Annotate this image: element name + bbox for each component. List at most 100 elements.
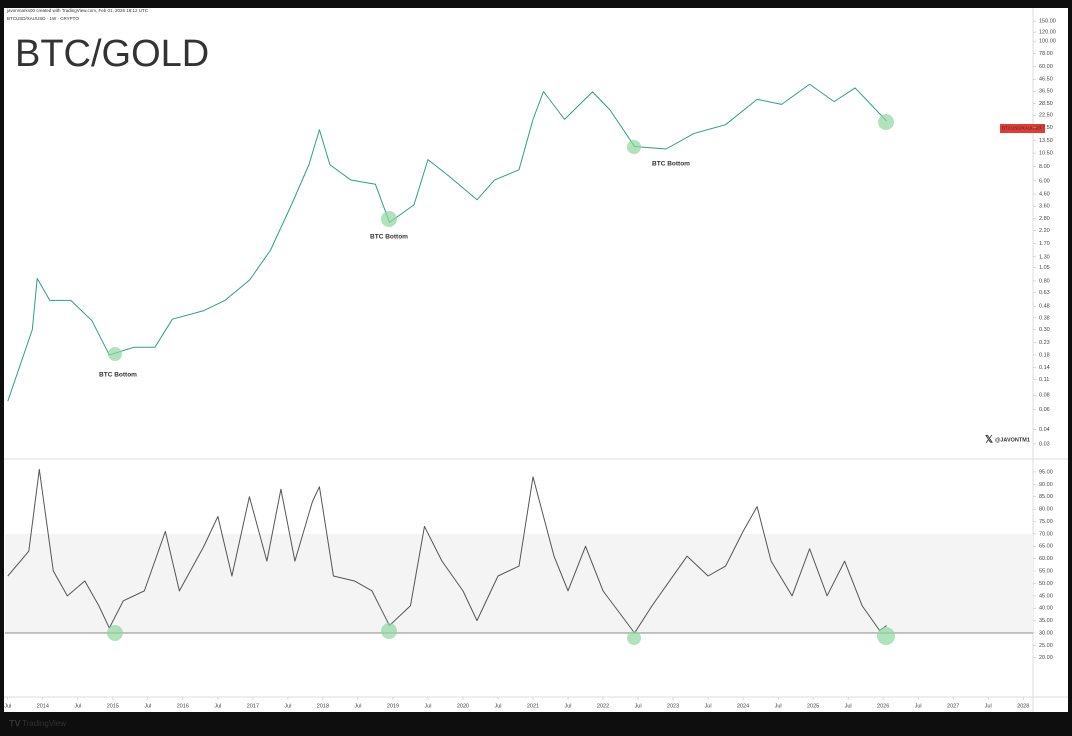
highlight-circle <box>108 347 122 361</box>
brand: TradingView <box>22 719 66 728</box>
y-tick-label: 3.60 <box>1039 204 1050 210</box>
price-tag <box>1000 124 1045 133</box>
x-tick-label: 2021 <box>527 703 539 709</box>
series-line <box>7 468 887 634</box>
y-tick-label: 100.00 <box>1039 39 1056 45</box>
y-tick-label: 0.23 <box>1039 340 1050 346</box>
y-tick-label: 0.14 <box>1039 365 1050 371</box>
y-tick-label: 55.00 <box>1039 568 1053 574</box>
x-tick-label: 2023 <box>667 703 679 709</box>
y-tick-label: 90.00 <box>1039 482 1053 488</box>
rsi-band <box>5 533 1033 633</box>
y-tick-label: 36.50 <box>1039 89 1053 95</box>
x-tick-label: 2017 <box>247 703 259 709</box>
y-tick-label: 2.80 <box>1039 216 1050 222</box>
highlight-circle <box>877 627 895 645</box>
y-tick-label: 70.00 <box>1039 531 1053 537</box>
x-tick-label: 2019 <box>387 703 399 709</box>
y-tick-label: 75.00 <box>1039 519 1053 525</box>
y-tick-label: 1.30 <box>1039 254 1050 260</box>
annotation: BTC Bottom <box>652 161 690 168</box>
x-tick-label: 2024 <box>737 703 749 709</box>
y-tick-label: 46.50 <box>1039 77 1053 83</box>
x-tick-label: 2027 <box>947 703 959 709</box>
y-tick-label: 0.03 <box>1039 441 1050 447</box>
x-tick-label: Jul <box>354 703 361 709</box>
x-tick-label: Jul <box>775 703 782 709</box>
y-tick-label: 65.00 <box>1039 544 1053 550</box>
y-tick-label: 120.00 <box>1039 30 1056 36</box>
x-tick-label: 2025 <box>807 703 819 709</box>
highlights <box>107 114 895 645</box>
y-tick-label: 40.00 <box>1039 606 1053 612</box>
y-tick-label: 0.30 <box>1039 327 1050 333</box>
y-tick-label: 95.00 <box>1039 469 1053 475</box>
x-tick-label: Jul <box>74 703 81 709</box>
y-tick-label: 0.18 <box>1039 352 1050 358</box>
x-tick-label: Jul <box>144 703 151 709</box>
y-tick-label: 0.48 <box>1039 304 1050 310</box>
brand-logo: TV <box>9 718 21 728</box>
y-tick-label: 6.00 <box>1039 178 1050 184</box>
y-tick-label: 10.50 <box>1039 151 1053 157</box>
y-tick-label: 80.00 <box>1039 507 1053 513</box>
y-tick-label: 85.00 <box>1039 494 1053 500</box>
y-tick-label: 17.50 <box>1039 125 1053 131</box>
x-tick-label: Jul <box>494 703 501 709</box>
y-tick-label: 0.63 <box>1039 290 1050 296</box>
x-tick-label: 2016 <box>177 703 189 709</box>
y-tick-label: 0.11 <box>1039 377 1049 383</box>
y-tick-label: 1.05 <box>1039 265 1050 271</box>
y-tick-label: 0.80 <box>1039 278 1050 284</box>
y-tick-label: 25.00 <box>1039 643 1053 649</box>
x-tick-label: Jul <box>915 703 922 709</box>
y-tick-label: 28.50 <box>1039 101 1053 107</box>
creator-line: javonmarks00 created with TradingView.co… <box>6 8 149 13</box>
highlight-circle <box>107 625 123 641</box>
highlight-circle <box>878 114 894 130</box>
series-line <box>7 83 888 402</box>
x-tick-label: 2018 <box>317 703 329 709</box>
x-tick-label: 2014 <box>37 703 49 709</box>
x-tick-label: Jul <box>4 703 11 709</box>
y-tick-label: 60.00 <box>1039 64 1053 70</box>
x-tick-label: 2022 <box>597 703 609 709</box>
highlight-circle <box>627 631 641 645</box>
x-tick-label: Jul <box>845 703 852 709</box>
x-tick-label: Jul <box>565 703 572 709</box>
x-tick-label: Jul <box>284 703 291 709</box>
y-tick-label: 35.00 <box>1039 618 1053 624</box>
x-tick-label: Jul <box>985 703 992 709</box>
x-tick-label: Jul <box>635 703 642 709</box>
y-tick-label: 8.00 <box>1039 164 1050 170</box>
series-name-tag: BTCUSD/XAUUSD <box>1002 126 1041 131</box>
x-tick-label: Jul <box>424 703 431 709</box>
y-tick-label: 78.00 <box>1039 51 1053 57</box>
x-tick-label: Jul <box>214 703 221 709</box>
x-tick-label: 2026 <box>877 703 889 709</box>
y-tick-label: 4.60 <box>1039 192 1050 198</box>
y-tick-label: 60.00 <box>1039 556 1053 562</box>
highlight-circle <box>627 140 641 154</box>
y-tick-label: 30.00 <box>1039 630 1053 636</box>
annotation: BTC Bottom <box>99 372 137 379</box>
x-tick-label: 2020 <box>457 703 469 709</box>
y-tick-label: 150.00 <box>1039 19 1056 25</box>
y-tick-label: 45.00 <box>1039 593 1053 599</box>
x-tick-label: 2015 <box>107 703 119 709</box>
x-tick-label: Jul <box>705 703 712 709</box>
y-tick-label: 22.50 <box>1039 113 1053 119</box>
y-tick-label: 50.00 <box>1039 581 1053 587</box>
highlight-circle <box>381 623 397 639</box>
annotation: BTC Bottom <box>370 234 408 241</box>
y-tick-label: 20.00 <box>1039 655 1053 661</box>
chart-title: BTC/GOLD <box>15 33 209 75</box>
handle: @JAVONTM1 <box>995 437 1030 443</box>
y-tick-label: 1.70 <box>1039 241 1050 247</box>
y-tick-label: 2.20 <box>1039 228 1050 234</box>
y-tick-label: 0.06 <box>1039 407 1050 413</box>
x-tick-label: 2028 <box>1017 703 1029 709</box>
y-tick-label: 0.08 <box>1039 393 1050 399</box>
